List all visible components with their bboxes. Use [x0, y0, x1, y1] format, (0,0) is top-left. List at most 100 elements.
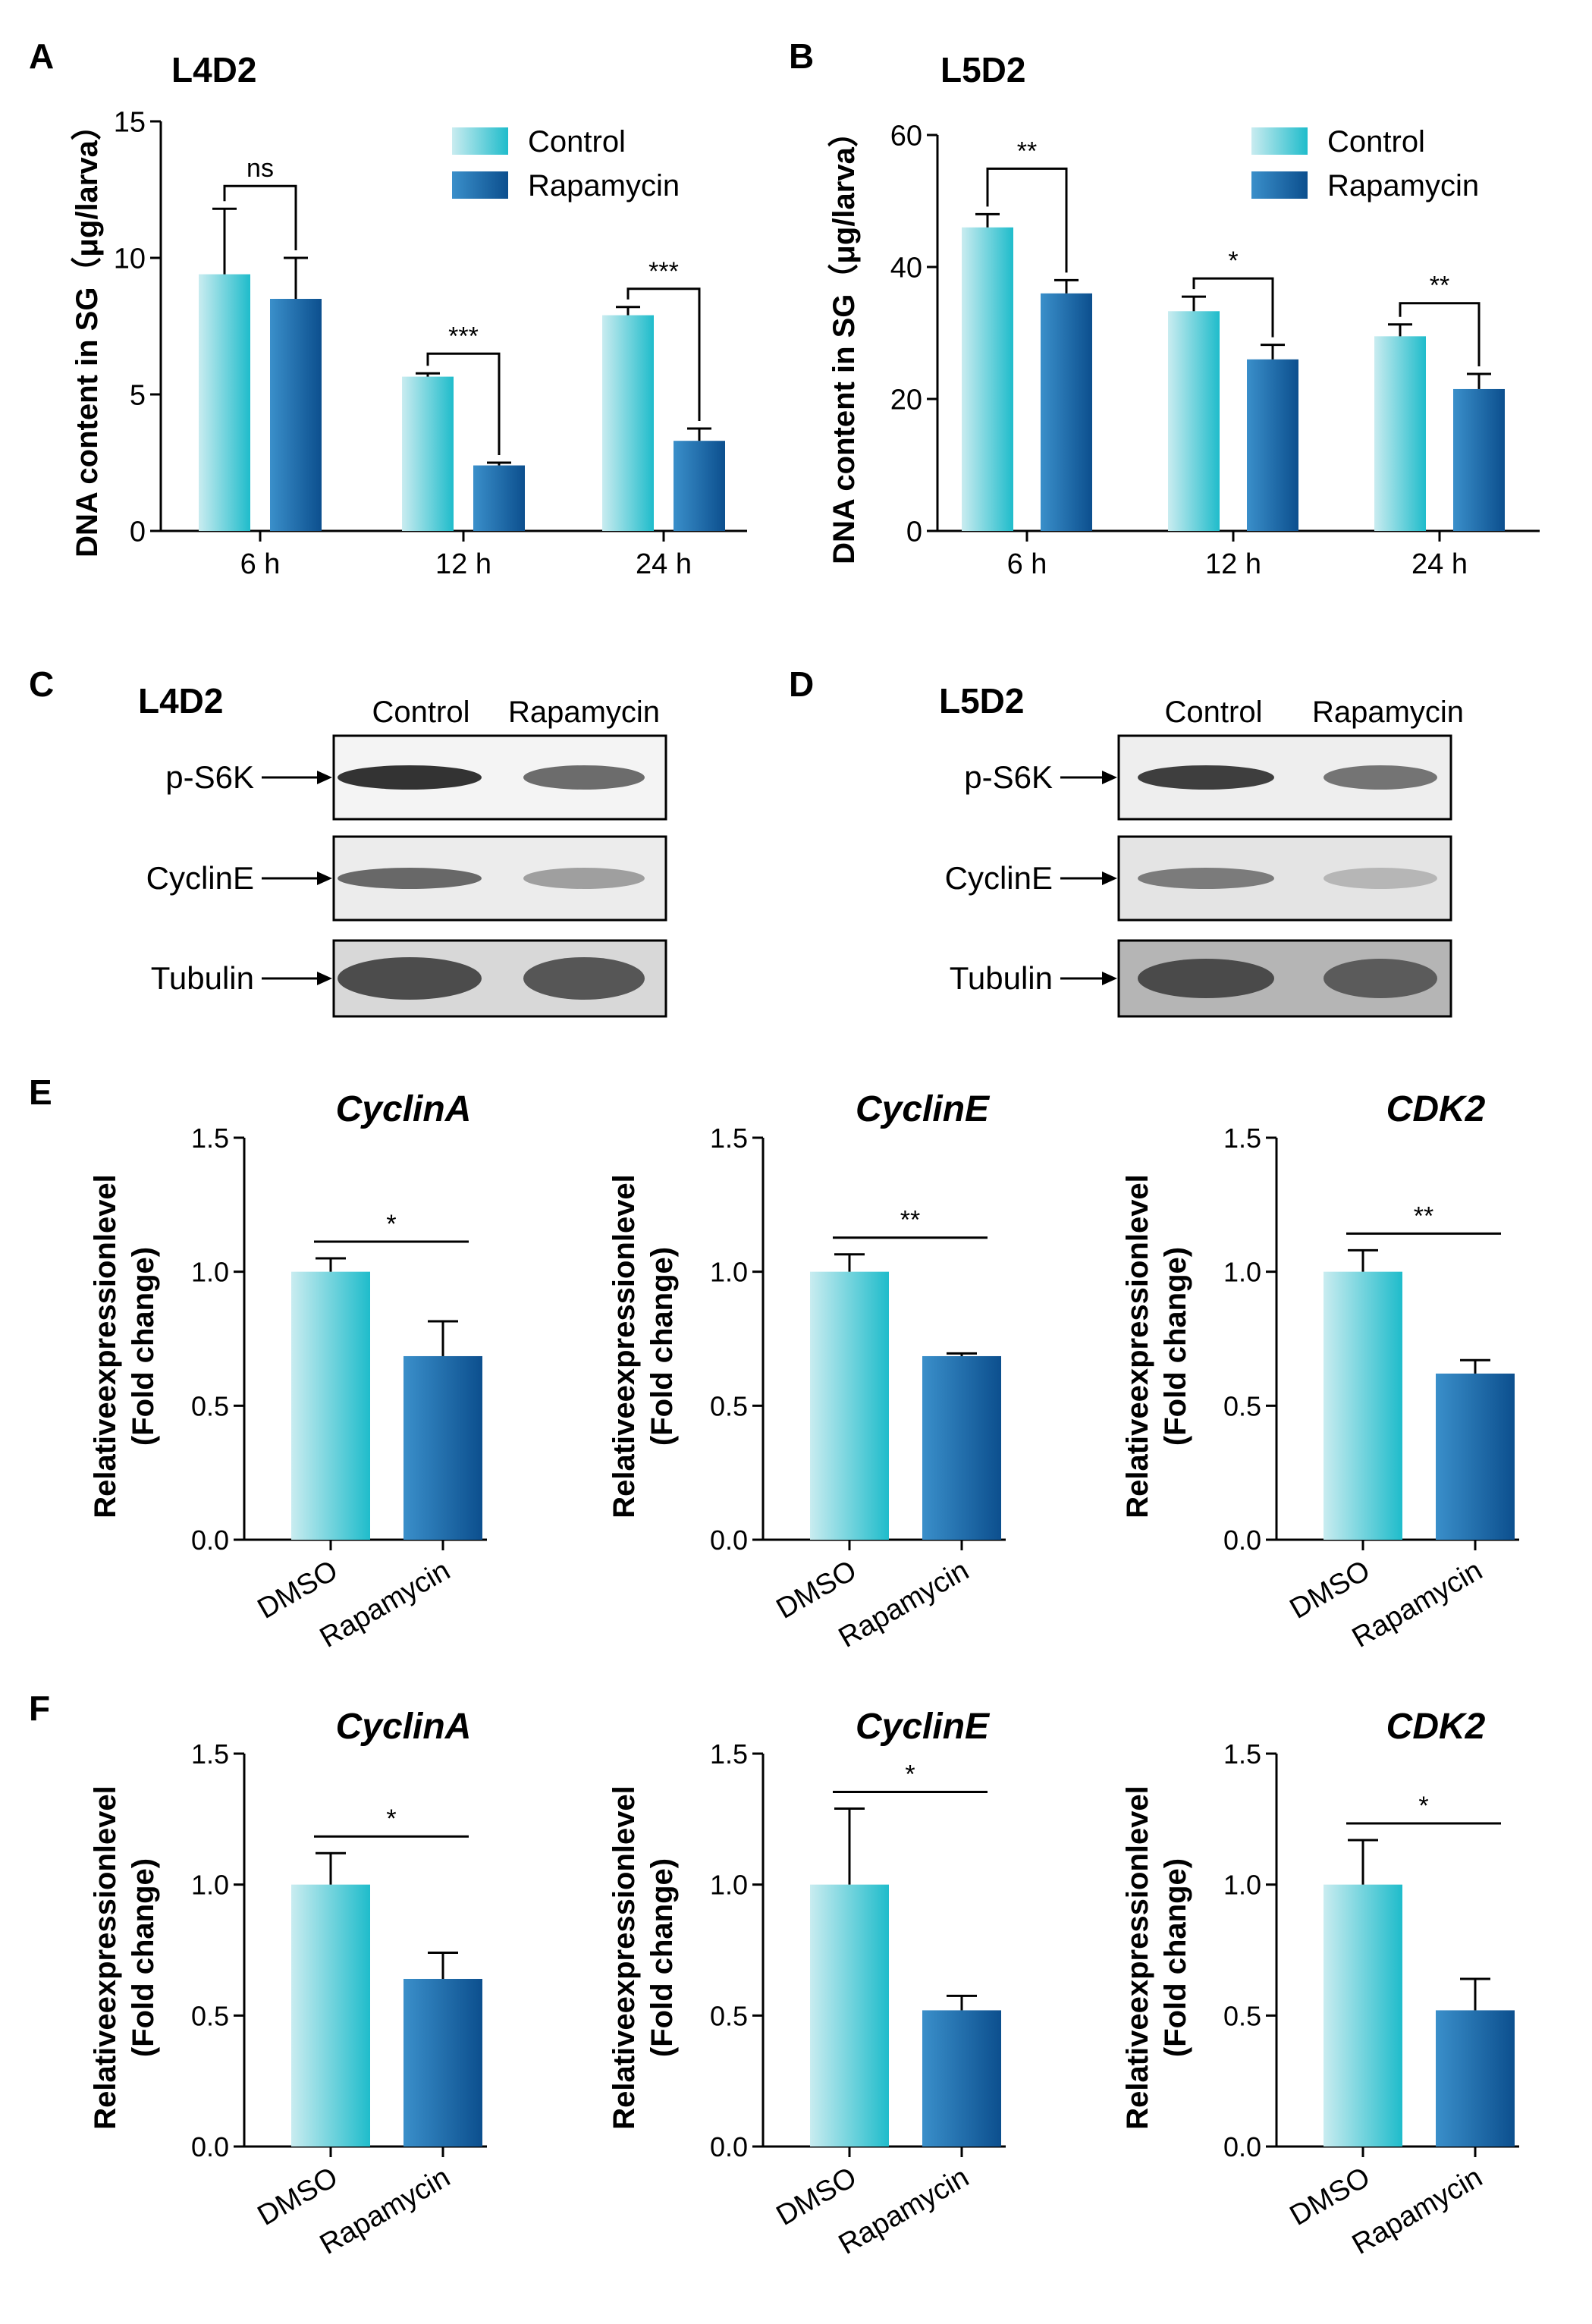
y-tick-label: 0.0 [191, 1525, 229, 1556]
bar-rapamycin [1436, 2010, 1515, 2147]
y-tick-label: 1.5 [710, 1123, 748, 1154]
arrow-head-icon [1102, 872, 1117, 885]
significance-label: ** [900, 1206, 920, 1235]
y-tick-label: 1.5 [191, 1123, 229, 1154]
significance-bracket [626, 287, 701, 421]
significance-label: ** [1017, 137, 1037, 165]
legend-label-control: Control [528, 125, 626, 159]
bar-rapamycin [403, 1978, 482, 2147]
legend-swatch-rapamycin [452, 171, 508, 199]
significance-label: *** [648, 257, 679, 286]
band-cycline-control [338, 868, 482, 889]
significance-label: * [386, 1804, 396, 1833]
bar-control-6h [199, 274, 250, 531]
chart-A: L4D2 0 5 10 15 DNA content in SG（μg/larva） 6 h… [71, 50, 747, 580]
y-tick-label: 0.0 [1223, 2131, 1261, 2162]
y-tick-label: 1.5 [191, 1738, 229, 1770]
band-cycline-rapamycin [1324, 868, 1437, 889]
y-tick-label: 1.5 [1223, 1738, 1261, 1770]
lane-label: Control [372, 696, 470, 729]
x-tick-label: DMSO [771, 1554, 862, 1625]
arrow-head-icon [1102, 771, 1117, 784]
y-tick-label: 0.0 [1223, 1525, 1261, 1556]
significance-label: * [905, 1760, 915, 1789]
band-tubulin-rapamycin [523, 957, 645, 1000]
y-tick-label: 15 [114, 107, 146, 139]
chart-title: CyclinE [856, 1707, 991, 1747]
y-tick-label: 0.0 [710, 1525, 748, 1556]
band-tubulin-rapamycin [1324, 959, 1437, 998]
y-axis-label: Relativeexpressionlevel [89, 1785, 122, 2130]
bar-control-12h [1168, 311, 1220, 531]
chart-title: CyclinE [856, 1089, 991, 1129]
y-axis-label: Relativeexpressionlevel [608, 1174, 641, 1518]
lane-label: Control [1165, 696, 1263, 729]
y-tick-label: 0.5 [1223, 2000, 1261, 2031]
y-tick-label: 1.0 [191, 1870, 229, 1901]
y-tick-label: 0.5 [710, 2000, 748, 2031]
y-tick-label: 1.0 [1223, 1870, 1261, 1901]
chart-title: L4D2 [171, 50, 256, 90]
legend-swatch-rapamycin [1251, 171, 1308, 199]
band-tubulin-control [338, 957, 482, 1000]
band-p-s6k-control [1138, 765, 1274, 790]
chart-E1: CyclinA 0.0 0.5 1.0 1.5 Relativeexpressionlev… [89, 1089, 487, 1654]
bar-rapamycin-12h [473, 465, 525, 531]
y-tick-label: 0.5 [710, 1390, 748, 1421]
y-tick-label: 1.0 [710, 1257, 748, 1288]
y-tick-label: 0.5 [1223, 1390, 1261, 1421]
y-tick-label: 0 [906, 517, 922, 548]
y-axis-label-unit: (Fold change) [645, 1247, 679, 1446]
bar-dmso [810, 1884, 889, 2147]
row-label-tubulin: Tubulin [151, 960, 254, 996]
bar-rapamycin-24h [1453, 388, 1505, 531]
chart-F3: CDK2 0.0 0.5 1.0 1.5 Relativeexpressionlevel(… [1121, 1707, 1519, 2261]
y-axis-label: DNA content in SG（μg/larva） [827, 117, 861, 564]
significance-label: * [1418, 1792, 1428, 1820]
y-tick-label: 0.5 [191, 1390, 229, 1421]
legend-label-rapamycin: Rapamycin [528, 169, 680, 203]
bar-dmso [1324, 1271, 1402, 1540]
significance-bracket [426, 352, 501, 455]
significance-bracket [1192, 277, 1274, 338]
bar-rapamycin [403, 1355, 482, 1540]
significance-label: ** [1414, 1201, 1433, 1230]
bar-rapamycin [1436, 1373, 1515, 1540]
significance-label: *** [448, 322, 479, 350]
x-tick-label: 24 h [636, 548, 692, 580]
significance-label: ns [246, 154, 274, 183]
row-label-p-s6k: p-S6K [165, 759, 254, 795]
bar-dmso [291, 1271, 370, 1540]
panel-label-E: E [29, 1072, 52, 1112]
y-tick-label: 0.0 [191, 2131, 229, 2162]
chart-title: CDK2 [1386, 1089, 1486, 1129]
bar-control-24h [1374, 336, 1426, 531]
y-tick-label: 0.0 [710, 2131, 748, 2162]
legend-swatch-control [452, 127, 508, 155]
bar-control-24h [602, 315, 654, 531]
arrow-head-icon [317, 771, 332, 784]
chart-E3: CDK2 0.0 0.5 1.0 1.5 Relativeexpressionlevel(… [1121, 1089, 1519, 1654]
chart-title: CyclinA [336, 1707, 472, 1747]
y-axis-label-unit: (Fold change) [645, 1858, 679, 2057]
y-axis-label: Relativeexpressionlevel [608, 1785, 641, 2130]
significance-label: ** [1430, 272, 1449, 300]
bar-dmso [810, 1271, 889, 1540]
legend-swatch-control [1251, 127, 1308, 155]
x-tick-label: DMSO [771, 2161, 862, 2231]
blot-title: L4D2 [138, 681, 223, 721]
x-tick-label: 24 h [1411, 548, 1468, 580]
y-tick-label: 40 [890, 253, 922, 284]
y-axis-label-unit: (Fold change) [1159, 1858, 1192, 2057]
bar-control-12h [402, 376, 454, 531]
row-label-cycline: CyclinE [945, 860, 1053, 896]
y-axis-label-unit: (Fold change) [1159, 1247, 1192, 1446]
x-tick-label: DMSO [253, 2161, 344, 2231]
bar-dmso [1324, 1884, 1402, 2147]
x-tick-label: DMSO [1285, 1554, 1376, 1625]
arrow-head-icon [317, 872, 332, 885]
x-tick-label: 12 h [1205, 548, 1261, 580]
y-tick-label: 5 [130, 380, 146, 412]
band-cycline-control [1138, 868, 1274, 889]
y-axis-label-unit: (Fold change) [127, 1247, 160, 1446]
